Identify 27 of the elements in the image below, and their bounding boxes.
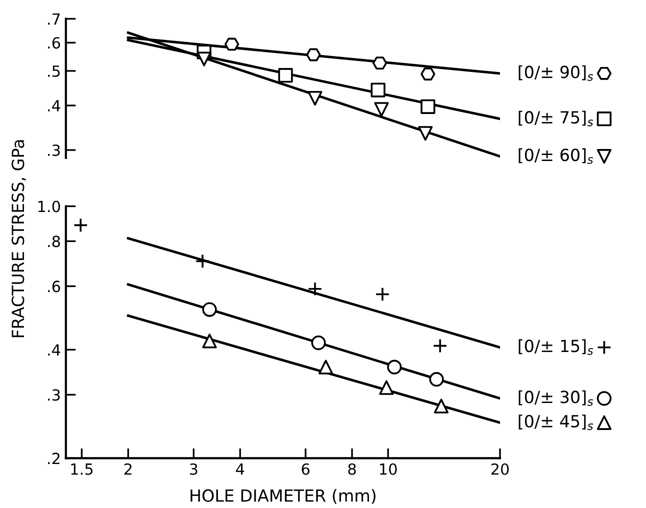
y-tick-label: .4 bbox=[48, 100, 60, 112]
y-tick-label: .8 bbox=[48, 236, 60, 248]
y-tick-label: .7 bbox=[48, 13, 60, 25]
x-tick-label: 4 bbox=[236, 464, 244, 475]
x-tick-label: 2 bbox=[124, 463, 132, 475]
y-tick-label: .4 bbox=[48, 344, 60, 356]
legend-label: [0/± 75]$_{s}$ bbox=[518, 110, 594, 126]
text: [0/± 15]$_{s}$ bbox=[518, 339, 594, 355]
x-tick-label: 20 bbox=[491, 463, 509, 475]
legend-label: [0/± 90]$_{s}$ bbox=[518, 65, 594, 81]
y-tick-label: .3 bbox=[48, 389, 60, 401]
x-tick-label: 3 bbox=[190, 463, 198, 475]
x-tick-label: 10 bbox=[380, 463, 397, 475]
x-axis-title: HOLE DIAMETER (mm) bbox=[190, 488, 376, 504]
y-axis-title: FRACTURE STRESS, GPa bbox=[12, 140, 26, 338]
legend-label: [0/± 45]$_{s}$ bbox=[518, 414, 594, 430]
legend-label: [0/± 60]$_{s}$ bbox=[518, 148, 594, 164]
y-tick-label: .6 bbox=[48, 280, 60, 292]
y-tick-label: 1.0 bbox=[38, 200, 60, 212]
y-tick-label: .2 bbox=[48, 452, 60, 464]
legend-label: [0/± 30]$_{s}$ bbox=[518, 390, 594, 406]
x-tick-label: 1.5 bbox=[71, 464, 93, 475]
y-tick-label: .3 bbox=[48, 144, 60, 156]
y-tick-label: .5 bbox=[48, 66, 60, 77]
y-tick-label: .6 bbox=[48, 37, 60, 49]
x-tick-label: 8 bbox=[348, 463, 356, 475]
x-tick-label: 6 bbox=[302, 463, 310, 475]
